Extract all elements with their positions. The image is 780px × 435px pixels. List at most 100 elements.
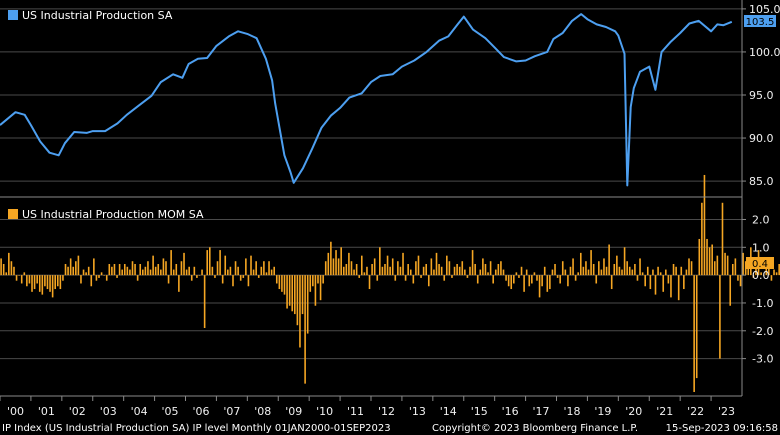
mom-bar xyxy=(662,275,665,292)
mom-bar xyxy=(646,266,649,276)
mom-bar xyxy=(613,264,616,276)
mom-bar xyxy=(564,269,567,276)
mom-bar xyxy=(281,275,283,292)
mom-bar xyxy=(458,266,461,276)
mom-bar xyxy=(600,269,603,276)
mom-bar xyxy=(72,266,75,276)
ip-level-last-value-badge: 103.5 xyxy=(744,15,776,28)
mom-bar xyxy=(402,252,404,276)
mom-bar xyxy=(348,252,350,276)
mom-bar xyxy=(721,202,724,276)
mom-bar xyxy=(621,269,623,276)
mom-bar xyxy=(203,275,206,328)
mom-bar xyxy=(49,275,51,292)
mom-bar xyxy=(82,269,85,276)
mom-bar xyxy=(476,275,479,284)
mom-bar xyxy=(322,275,324,284)
mom-bar xyxy=(773,269,775,276)
mom-tick-label: 2.0 xyxy=(752,213,770,226)
mom-bar xyxy=(118,264,121,276)
mom-bar xyxy=(574,275,577,281)
mom-bar xyxy=(368,275,371,290)
mom-bar xyxy=(667,275,670,284)
mom-bar xyxy=(734,258,737,276)
mom-bar xyxy=(394,275,397,281)
mom-bar xyxy=(654,275,657,295)
mom-bar xyxy=(729,275,732,306)
mom-bar xyxy=(198,275,201,276)
mom-bar xyxy=(376,275,379,281)
mom-bar xyxy=(193,266,196,276)
mom-bar xyxy=(5,272,8,276)
mom-bar xyxy=(15,275,18,281)
mom-bar xyxy=(489,261,492,276)
footer-timestamp: 15-Sep-2023 09:16:58 xyxy=(666,423,778,434)
mom-legend-swatch xyxy=(8,209,18,219)
mom-tick-label: 1.0 xyxy=(752,241,770,254)
mom-bar xyxy=(105,275,108,281)
mom-bar xyxy=(190,275,193,281)
mom-bar xyxy=(690,261,693,276)
mom-bar xyxy=(23,272,26,276)
ip-level-y-axis: 105.0 100.0 95.0 90.0 85.0 xyxy=(742,3,780,188)
mom-bar xyxy=(239,275,242,281)
mom-bar xyxy=(170,250,172,276)
mom-bar xyxy=(742,252,744,276)
mom-bar xyxy=(559,275,561,284)
mom-bar xyxy=(760,272,762,276)
mom-bar xyxy=(371,264,373,276)
mom-bar xyxy=(726,255,729,276)
x-tick-label: '10 xyxy=(316,405,333,418)
mom-bar xyxy=(232,275,234,287)
mom-bar xyxy=(438,264,440,276)
x-tick-label: '14 xyxy=(440,405,457,418)
mom-bar xyxy=(582,266,585,276)
mom-bar xyxy=(219,250,221,276)
mom-bar xyxy=(443,275,446,281)
mom-bar xyxy=(350,261,353,276)
mom-bar xyxy=(618,266,621,276)
mom-bar xyxy=(157,264,160,276)
mom-bar xyxy=(500,261,502,276)
mom-bar xyxy=(587,269,590,276)
mom-bar xyxy=(227,269,229,276)
mom-bar xyxy=(126,266,129,276)
mom-bar xyxy=(427,275,430,287)
ip-level-series-line xyxy=(0,13,733,187)
mom-bar xyxy=(201,269,203,276)
mom-bar xyxy=(234,261,237,276)
mom-bar xyxy=(286,275,288,309)
mom-bar xyxy=(62,275,64,281)
mom-bar xyxy=(391,258,394,276)
x-tick-label: '02 xyxy=(69,405,86,418)
x-tick-label: '00 xyxy=(7,405,24,418)
mom-bar xyxy=(26,275,28,287)
mom-bar xyxy=(768,266,770,276)
mom-bar xyxy=(342,266,345,276)
mom-bar xyxy=(67,266,69,276)
mom-bar xyxy=(283,275,286,295)
mom-bar xyxy=(695,275,698,379)
mom-bar xyxy=(471,250,474,276)
mom-bar xyxy=(111,266,113,276)
mom-bar xyxy=(183,252,185,276)
mom-bar xyxy=(314,275,317,306)
ip-level-legend-swatch xyxy=(8,10,18,20)
mom-bar xyxy=(312,275,314,287)
mom-bar xyxy=(46,275,49,290)
mom-bar xyxy=(335,250,337,276)
mom-tick-label: -2.0 xyxy=(752,325,773,338)
mom-bar xyxy=(75,261,77,276)
mom-bar xyxy=(412,275,415,284)
mom-bar xyxy=(554,264,556,276)
mom-bar xyxy=(275,275,278,284)
mom-bar xyxy=(257,275,260,278)
mom-bar xyxy=(685,269,688,276)
mom-bar xyxy=(675,266,677,276)
mom-bar xyxy=(373,258,376,276)
mom-bar xyxy=(242,275,245,278)
mom-bar xyxy=(90,275,93,287)
mom-bar xyxy=(456,264,458,276)
mom-bar xyxy=(188,266,190,276)
